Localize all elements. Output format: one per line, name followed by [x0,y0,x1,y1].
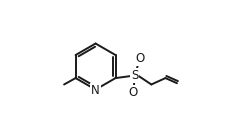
Text: O: O [135,52,144,65]
Text: S: S [131,69,138,82]
Text: N: N [91,84,100,97]
Text: O: O [129,86,138,99]
